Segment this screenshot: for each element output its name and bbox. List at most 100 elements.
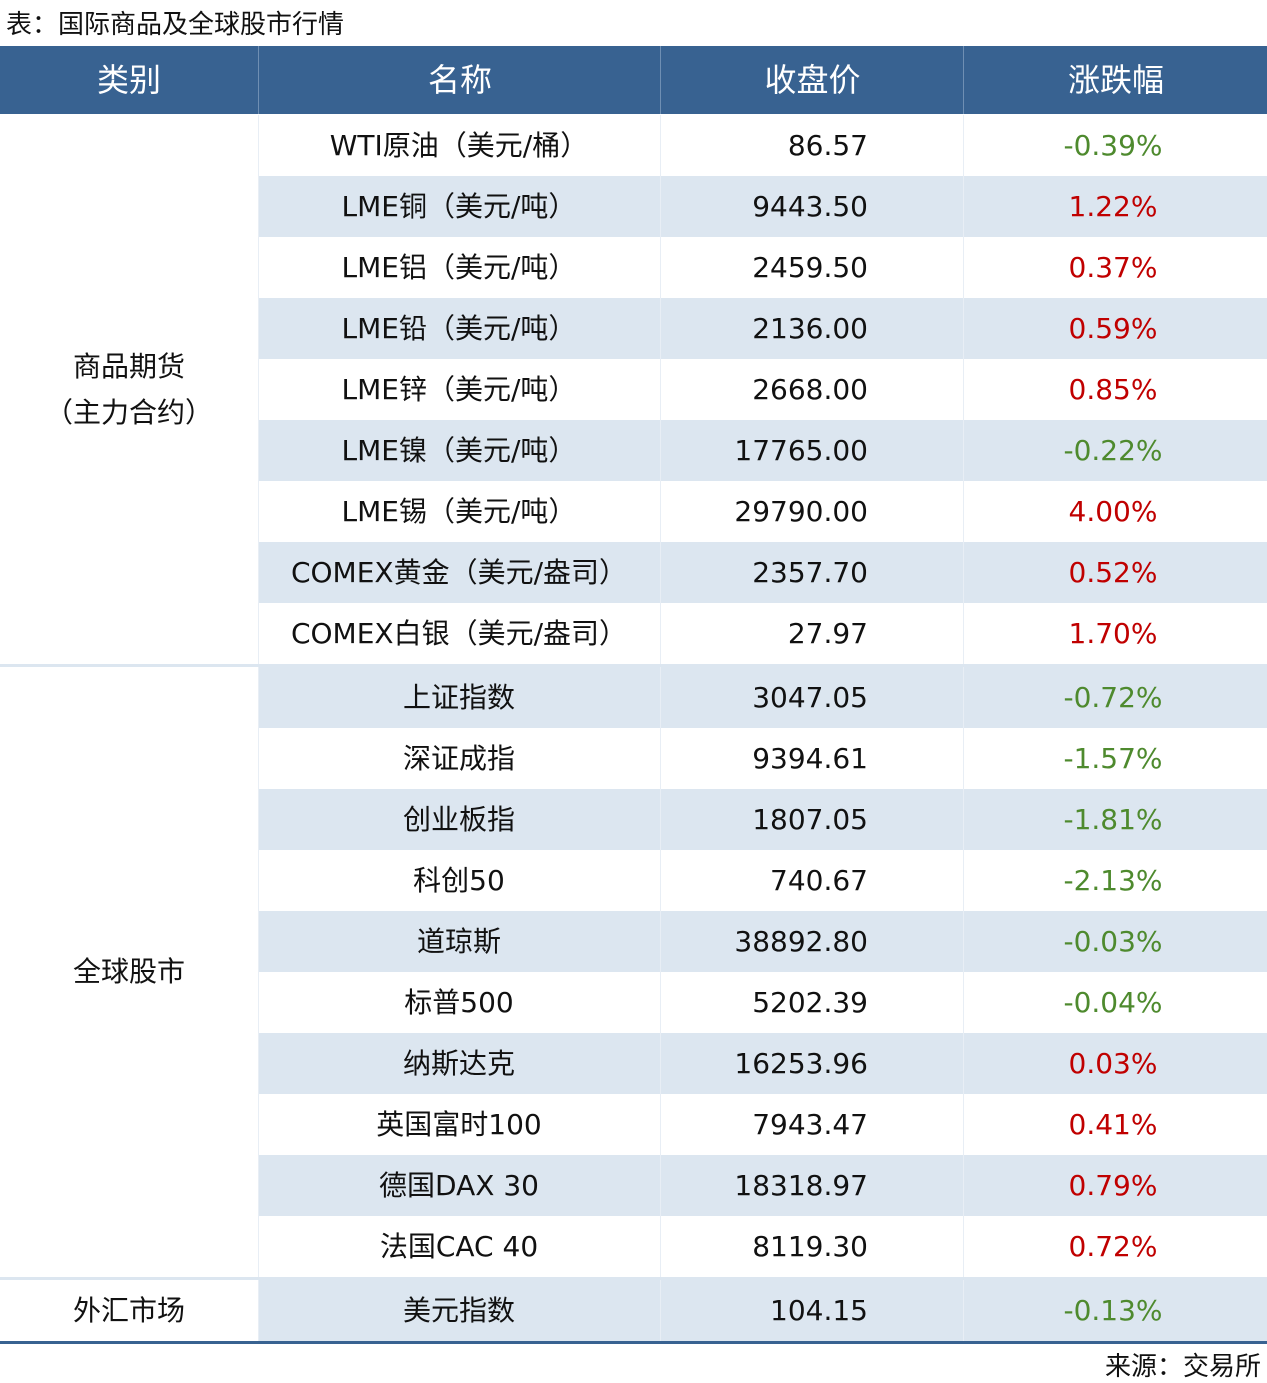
row-stripe	[258, 789, 1267, 850]
category-line: 商品期货	[72, 349, 185, 383]
header-cell: 类别	[96, 61, 161, 99]
category: 全球股市	[0, 667, 258, 1277]
change-pct: 0.41%	[1068, 1108, 1158, 1141]
change-pct: 4.00%	[1068, 495, 1158, 528]
close-price: 9394.61	[752, 742, 868, 775]
cell-separator	[963, 789, 964, 850]
cell-separator	[258, 481, 259, 542]
change-pct: -0.13%	[1063, 1294, 1163, 1327]
item-name: 标普500	[404, 986, 514, 1019]
cell-separator	[963, 667, 964, 728]
close-price: 17765.00	[734, 434, 868, 467]
close-price: 27.97	[787, 617, 868, 650]
cell-separator	[258, 359, 259, 420]
cell-separator	[258, 1280, 259, 1341]
item-name: 道琼斯	[416, 925, 501, 958]
cell-separator	[963, 237, 964, 298]
cell-separator	[660, 298, 661, 359]
item-name: LME锡（美元/吨）	[341, 495, 577, 528]
item-name: 德国DAX 30	[379, 1169, 539, 1202]
close-price: 7943.47	[752, 1108, 868, 1141]
item-name: LME镍（美元/吨）	[341, 434, 577, 467]
cell-separator	[660, 667, 661, 728]
category-line: 全球股市	[72, 955, 185, 988]
row-stripe	[258, 1033, 1267, 1094]
cell-separator	[660, 542, 661, 603]
close-price: 2357.70	[752, 556, 868, 589]
cell-separator	[258, 603, 259, 664]
change-pct: -2.13%	[1063, 864, 1163, 897]
cell-separator	[963, 542, 964, 603]
cell-separator	[258, 911, 259, 972]
change-pct: -0.04%	[1063, 986, 1163, 1019]
cell-separator	[258, 1216, 259, 1277]
close-price: 1807.05	[752, 803, 868, 836]
cell-separator	[258, 176, 259, 237]
cell-separator	[258, 1155, 259, 1216]
cell-separator	[963, 176, 964, 237]
change-pct: -0.39%	[1063, 129, 1163, 162]
change-pct: -0.72%	[1063, 681, 1163, 714]
group-divider	[0, 664, 1267, 667]
change-pct: -0.22%	[1063, 434, 1163, 467]
close-price: 3047.05	[752, 681, 868, 714]
close-price: 2459.50	[752, 251, 868, 284]
cell-separator	[963, 1280, 964, 1341]
cell-separator	[258, 542, 259, 603]
cell-separator	[660, 481, 661, 542]
cell-separator	[258, 972, 259, 1033]
close-price: 38892.80	[734, 925, 868, 958]
cell-separator	[963, 1033, 964, 1094]
close-price: 5202.39	[752, 986, 868, 1019]
cell-separator	[258, 420, 259, 481]
cell-separator	[963, 115, 964, 176]
cell-separator	[258, 1033, 259, 1094]
cell-separator	[660, 728, 661, 789]
item-name: 科创50	[413, 864, 505, 897]
cell-separator	[258, 789, 259, 850]
cell-separator	[660, 237, 661, 298]
cell-separator	[660, 789, 661, 850]
cell-separator	[963, 1155, 964, 1216]
change-pct: 0.03%	[1068, 1047, 1158, 1080]
category-line: 外汇市场	[72, 1293, 185, 1327]
close-price: 29790.00	[734, 495, 868, 528]
close-price: 18318.97	[734, 1169, 868, 1202]
change-pct: 0.85%	[1068, 373, 1158, 406]
close-price: 2136.00	[752, 312, 868, 345]
cell-separator	[258, 298, 259, 359]
cell-separator	[258, 728, 259, 789]
row-stripe	[258, 542, 1267, 603]
cell-separator	[660, 850, 661, 911]
cell-separator	[963, 728, 964, 789]
row-stripe	[258, 1155, 1267, 1216]
cell-separator	[660, 911, 661, 972]
item-name: WTI原油（美元/桶）	[329, 129, 589, 162]
cell-separator	[258, 667, 259, 728]
cell-separator	[258, 1094, 259, 1155]
change-pct: 1.22%	[1068, 190, 1158, 223]
item-name: LME锌（美元/吨）	[341, 373, 577, 406]
cell-separator	[258, 115, 259, 176]
cell-separator	[660, 1033, 661, 1094]
close-price: 104.15	[770, 1294, 868, 1327]
header-cell: 名称	[258, 46, 661, 114]
cell-separator	[963, 359, 964, 420]
item-name: 创业板指	[402, 803, 515, 836]
category: 外汇市场	[0, 1280, 258, 1341]
header-cell: 收盘价	[660, 46, 964, 114]
change-pct: -1.57%	[1063, 742, 1163, 775]
cell-separator	[660, 359, 661, 420]
row-stripe	[258, 298, 1267, 359]
cell-separator	[660, 603, 661, 664]
cell-separator	[660, 176, 661, 237]
category-line: （主力合约）	[44, 395, 213, 429]
cell-separator	[963, 481, 964, 542]
item-name: 美元指数	[402, 1294, 515, 1327]
header-bar	[0, 46, 1267, 114]
row-stripe	[258, 1280, 1267, 1341]
header-cell: 涨跌幅	[963, 46, 1267, 114]
close-price: 86.57	[787, 129, 868, 162]
cell-separator	[660, 1094, 661, 1155]
